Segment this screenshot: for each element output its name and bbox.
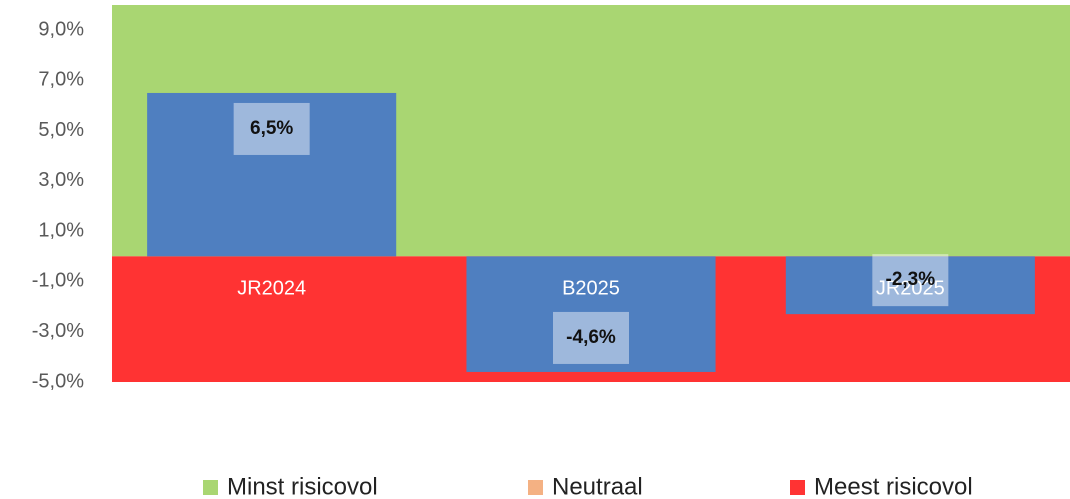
bar [147,92,397,257]
value-label: -2,3% [886,269,936,290]
x-tick-label: JR2025 [876,278,945,300]
y-tick-label: -3,0% [32,320,84,342]
legend-swatch [203,480,218,495]
y-tick-label: 3,0% [38,169,84,191]
legend-swatch [790,480,805,495]
y-tick-label: 5,0% [38,119,84,141]
value-label-box [872,254,949,307]
y-tick-label: 9,0% [38,18,84,40]
bar [466,256,716,372]
legend-label: Neutraal [552,473,643,499]
legend-swatch [528,480,543,495]
legend-label: Meest risicovol [814,473,973,499]
y-tick-label: -5,0% [32,370,84,392]
value-label-box [233,102,310,155]
legend-label: Minst risicovol [227,473,378,499]
bar [785,256,1035,315]
value-label-box [553,311,629,364]
x-tick-label: B2025 [562,278,620,300]
y-tick-label: 1,0% [38,219,84,241]
y-tick-label: -1,0% [32,270,84,292]
x-tick-label: JR2024 [237,278,306,300]
y-tick-label: 7,0% [38,69,84,91]
value-label: -4,6% [566,327,616,348]
value-label: 6,5% [250,118,293,139]
